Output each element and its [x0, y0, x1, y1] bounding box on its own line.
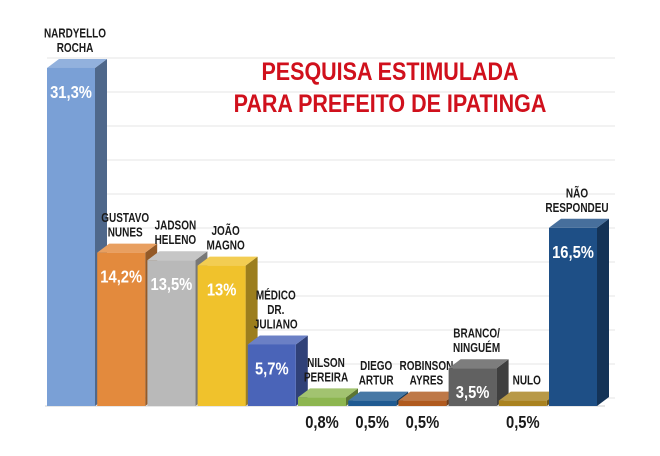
bar: [448, 368, 497, 406]
bar-category-label: PEREIRA: [304, 371, 348, 384]
bar-top: [498, 391, 559, 401]
bar-value-label: 13,5%: [151, 275, 193, 295]
bar-top: [549, 218, 609, 228]
bar-value-label: 0,5%: [355, 413, 389, 433]
bar-category-label: BRANCO/: [453, 328, 500, 341]
bar-top: [47, 58, 107, 68]
bar: [47, 67, 95, 407]
bar-side: [295, 335, 308, 406]
bar-category-label: NINGUÉM: [453, 341, 500, 355]
bar-side: [597, 218, 609, 406]
bar: [247, 344, 296, 406]
bar: [549, 227, 597, 406]
bar-value-label: 0,5%: [506, 413, 540, 433]
bar: [498, 400, 547, 406]
bar-category-label: NARDYELLO: [44, 28, 106, 41]
bar-top: [97, 243, 158, 253]
bar-value-label: 0,5%: [406, 413, 440, 433]
bar-category-label: NULO: [513, 375, 541, 388]
bar-top: [398, 391, 459, 401]
bar: [197, 265, 246, 406]
chart-title-line: PESQUISA ESTIMULADA: [261, 57, 518, 85]
bar-top: [298, 388, 358, 398]
bar-value-label: 0,8%: [305, 413, 339, 433]
bar-category-label: AYRES: [410, 375, 444, 388]
bar-value-label: 16,5%: [552, 242, 594, 262]
bar-top: [448, 359, 509, 369]
bar-value-label: 14,2%: [100, 267, 142, 287]
bar-category-label: DIEGO: [360, 360, 392, 373]
bar-category-label: MAGNO: [206, 240, 244, 253]
bar-category-label: NUNES: [108, 227, 143, 240]
bar-side: [496, 359, 509, 406]
bar-value-label: 3,5%: [456, 383, 490, 403]
bar-top: [147, 251, 208, 261]
bar-top: [247, 335, 308, 345]
bar: [97, 252, 146, 406]
bar-category-label: ROBINSON: [400, 360, 454, 373]
bar-category-label: ARTUR: [359, 375, 394, 388]
bar-value-label: 13%: [207, 280, 237, 300]
bar-category-label: NILSON: [307, 357, 345, 370]
bar-category-label: HELENO: [155, 234, 197, 247]
bar: [298, 397, 346, 406]
bar-category-label: JOÃO: [211, 224, 239, 238]
bar-category-label: JADSON: [155, 220, 197, 233]
bar-top: [197, 256, 258, 266]
chart-title-line: PARA PREFEITO DE IPATINGA: [234, 89, 547, 117]
bar: [147, 260, 196, 406]
bar-value-label: 31,3%: [50, 83, 92, 103]
bar: [348, 400, 397, 406]
bar-category-label: RESPONDEU: [545, 202, 608, 215]
bar-category-label: GUSTAVO: [101, 212, 149, 225]
bar-top: [348, 391, 409, 401]
bar: [398, 400, 447, 406]
bar-category-label: MÉDICO: [256, 288, 296, 302]
bar-category-label: ROCHA: [57, 42, 94, 55]
bar-category-label: DR.: [267, 304, 284, 317]
bar-value-label: 5,7%: [255, 359, 289, 379]
bar-category-label: NÃO: [566, 186, 588, 200]
bar-category-label: JULIANO: [254, 319, 298, 332]
